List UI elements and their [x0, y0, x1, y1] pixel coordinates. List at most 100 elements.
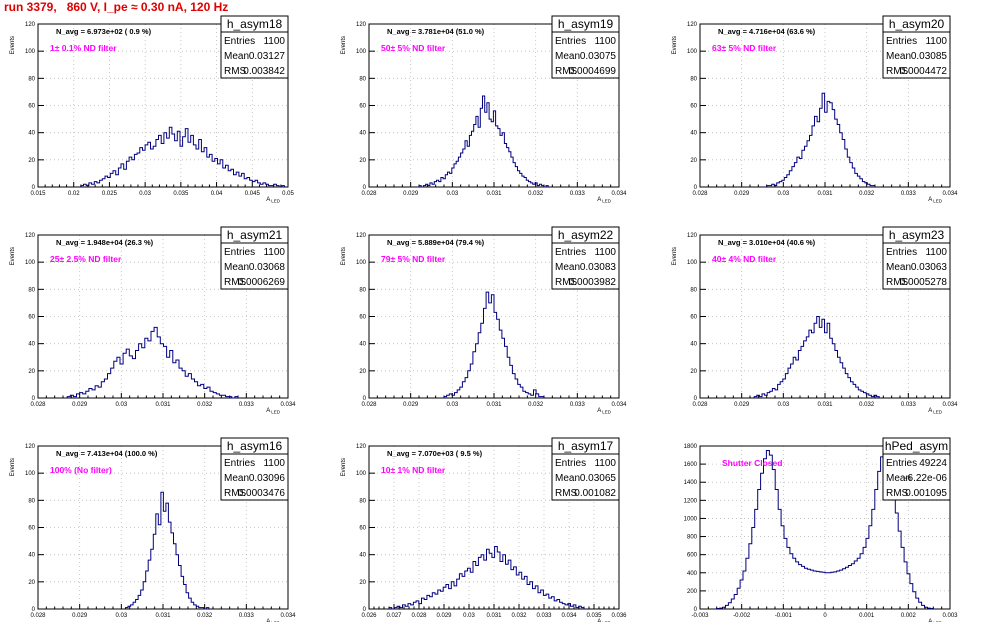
x-tick-label: 0.028: [30, 402, 46, 408]
x-axis-label: ALED: [266, 197, 281, 204]
stats-box: [220, 31, 289, 79]
stats-label: Entries: [555, 36, 586, 47]
filter-label: 100% (No filter): [50, 465, 112, 475]
x-tick-label: 0.034: [280, 402, 296, 408]
navg-label: N_avg = 1.948e+04 (26.3 %): [56, 238, 154, 247]
stats-label: RMS: [555, 66, 578, 77]
navg-label: N_avg = 3.010e+04 (40.6 %): [718, 238, 816, 247]
y-tick-label: 20: [28, 580, 35, 586]
x-tick-label: 0.026: [361, 613, 377, 619]
stats-value: 1100: [263, 36, 285, 47]
x-tick-label: 0.028: [30, 613, 46, 619]
x-tick-label: 0.035: [173, 191, 189, 197]
y-tick-label: 80: [359, 287, 366, 293]
x-tick-label: 0.034: [611, 191, 627, 197]
stats-label: RMS: [555, 488, 578, 499]
panel-h_asym19: 0.028 0.029 0.03 0.031 0.032 0.033 0.034 0 20 40 6…: [341, 15, 627, 204]
x-tick-label: 0.03: [115, 613, 127, 619]
stats-value: 0.001095: [905, 488, 947, 499]
y-tick-label: 100: [25, 49, 36, 55]
x-tick-label: 0.029: [436, 613, 452, 619]
x-tick-label: 0.033: [570, 191, 586, 197]
y-axis-label: Events: [10, 36, 16, 54]
y-tick-label: 120: [25, 233, 36, 239]
histogram-series: [66, 326, 239, 399]
x-tick-label: 0.028: [361, 402, 377, 408]
histogram-series: [753, 316, 880, 398]
x-tick-label: 0.03: [139, 191, 151, 197]
y-tick-label: 120: [356, 233, 367, 239]
y-tick-label: 20: [359, 369, 366, 375]
x-axis-label: ALED: [597, 197, 612, 204]
stats-title: h_asym23: [889, 228, 945, 242]
y-tick-label: 20: [690, 369, 697, 375]
y-tick-label: 120: [25, 22, 36, 28]
x-tick-label: 0.033: [239, 402, 255, 408]
x-tick-label: 0.03: [777, 191, 789, 197]
stats-label: RMS: [224, 277, 247, 288]
navg-label: N_avg = 3.781e+04 (51.0 %): [387, 27, 485, 36]
stats-value: 0.0003476: [238, 488, 286, 499]
panel-h_asym21: 0.028 0.029 0.03 0.031 0.032 0.033 0.034 0 20 40 6…: [10, 226, 296, 415]
x-tick-label: 0.031: [817, 402, 833, 408]
x-tick-label: 0.033: [570, 402, 586, 408]
y-tick-label: 80: [28, 287, 35, 293]
stats-value: 1100: [594, 458, 616, 469]
x-axis-label: ALED: [597, 619, 612, 622]
x-tick-label: 0: [823, 613, 827, 619]
y-axis-label: Events: [10, 458, 16, 476]
y-tick-label: 100: [356, 471, 367, 477]
y-tick-label: 100: [25, 260, 36, 266]
x-tick-label: 0.036: [611, 613, 627, 619]
y-tick-label: 60: [359, 315, 366, 321]
x-tick-label: -0.003: [691, 613, 709, 619]
stats-label: Entries: [224, 247, 255, 258]
x-tick-label: 0.003: [942, 613, 958, 619]
x-tick-label: 0.034: [280, 613, 296, 619]
y-tick-label: 0: [32, 396, 36, 402]
x-axis-label: ALED: [928, 408, 943, 415]
y-tick-label: 0: [363, 396, 367, 402]
y-tick-label: 1200: [684, 498, 698, 504]
stats-box: [551, 453, 620, 501]
y-tick-label: 20: [359, 580, 366, 586]
x-tick-label: 0.03: [446, 191, 458, 197]
x-tick-label: 0.034: [561, 613, 577, 619]
stats-label: Mean: [555, 51, 580, 62]
x-tick-label: 0.029: [734, 191, 750, 197]
x-tick-label: 0.015: [30, 191, 46, 197]
x-tick-label: 0.03: [463, 613, 475, 619]
stats-value: 1100: [594, 36, 616, 47]
stats-label: Mean: [224, 262, 249, 273]
y-tick-label: 60: [28, 104, 35, 110]
x-tick-label: 0.029: [403, 402, 419, 408]
x-tick-label: 0.032: [197, 402, 213, 408]
y-tick-label: 1800: [684, 444, 698, 450]
y-tick-label: 20: [28, 158, 35, 164]
x-tick-label: 0.031: [486, 191, 502, 197]
histogram-series: [125, 491, 210, 610]
navg-label: N_avg = 7.070e+03 ( 9.5 %): [387, 449, 483, 458]
y-tick-label: 0: [694, 185, 698, 191]
stats-label: RMS: [886, 277, 909, 288]
x-tick-label: 0.001: [859, 613, 875, 619]
y-tick-label: 80: [28, 498, 35, 504]
histogram-series: [443, 291, 545, 398]
filter-label: 1± 0.1% ND filter: [50, 43, 117, 53]
x-tick-label: 0.025: [102, 191, 118, 197]
x-axis-label: ALED: [597, 408, 612, 415]
x-tick-label: 0.031: [155, 402, 171, 408]
x-tick-label: 0.033: [239, 613, 255, 619]
stats-value: 0.03127: [249, 51, 286, 62]
stats-value: 1100: [263, 247, 285, 258]
y-tick-label: 80: [690, 287, 697, 293]
panel-hPed_asym: -0.003 -0.002 -0.001 0 0.001 0.002 0.003 0 200 40…: [684, 437, 958, 622]
stats-value: 0.0004699: [569, 66, 617, 77]
y-tick-label: 60: [690, 315, 697, 321]
stats-box: [882, 453, 951, 501]
y-tick-label: 120: [687, 233, 698, 239]
x-tick-label: 0.028: [411, 613, 427, 619]
x-tick-label: 0.032: [528, 402, 544, 408]
x-tick-label: 0.03: [446, 402, 458, 408]
panel-h_asym22: 0.028 0.029 0.03 0.031 0.032 0.033 0.034 0 20 40 6…: [341, 226, 627, 415]
